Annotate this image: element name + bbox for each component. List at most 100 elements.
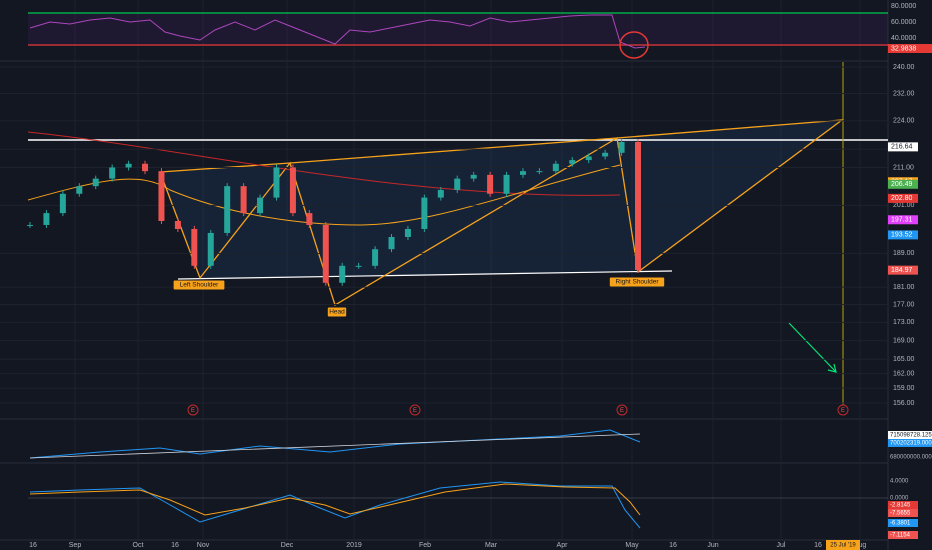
annotation: Right Shoulder (616, 279, 660, 286)
time-label: May (625, 542, 639, 549)
annotation-box (327, 307, 347, 317)
rsi-tick-label: 60.0000 (891, 19, 916, 26)
candle (503, 174, 510, 194)
obv-line (29, 429, 641, 459)
rsi-value-box (888, 44, 932, 53)
obv-ma (29, 433, 641, 459)
macd-label: 4.0000 (890, 479, 909, 485)
ma-mid (27, 164, 621, 226)
candle (355, 265, 362, 267)
price-tick-label: 189.00 (893, 250, 915, 257)
event-label: E (841, 408, 845, 414)
price-label: 197.31 (891, 217, 913, 224)
candle (618, 141, 625, 153)
price-tick-label: 156.00 (893, 400, 915, 407)
candle (322, 224, 329, 283)
price-tick-label: 224.00 (893, 118, 915, 125)
time-label: Feb (419, 542, 431, 549)
price-tick-label: 165.00 (893, 356, 915, 363)
pane-dividers (0, 0, 889, 550)
volume-label: 680000000.0000 (890, 455, 932, 461)
price-tick-label: 201.00 (893, 202, 915, 209)
candle (487, 174, 494, 194)
macd-label: 0.0000 (890, 496, 909, 502)
candle (437, 189, 444, 198)
rsi-band (28, 14, 888, 46)
candle (552, 163, 559, 172)
candle (404, 228, 411, 237)
candle (76, 186, 83, 194)
macd-label-box (888, 509, 918, 517)
price-label: 206.49 (891, 181, 913, 188)
volume-label-box (888, 431, 932, 439)
macd-label: -7.5655 (890, 511, 911, 517)
candle (454, 178, 461, 190)
time-label: 2019 (346, 542, 362, 549)
time-label: 16 (171, 542, 179, 549)
candle (339, 265, 346, 283)
candle (388, 236, 395, 250)
macd-label: -6.3801 (890, 521, 911, 527)
time-label: Aug (854, 542, 867, 549)
rsi-line (29, 14, 646, 49)
candle (174, 220, 181, 229)
cursor-date-box (826, 540, 860, 550)
price-label: 202.80 (891, 195, 913, 202)
time-label: Dec (281, 542, 294, 549)
arrow-head (827, 363, 837, 373)
candle (273, 167, 280, 198)
annotation-box (609, 277, 665, 287)
volume-label: 700202319.0000 (890, 441, 932, 447)
rsi-tick-label: 40.0000 (891, 35, 916, 42)
annotation: Left Shoulder (180, 282, 220, 289)
price-label: 216.64 (891, 144, 913, 151)
time-label: Mar (485, 542, 498, 549)
price-tick-label: 181.00 (893, 284, 915, 291)
candle (602, 152, 609, 157)
time-label: Oct (133, 542, 144, 549)
volume-label: 715098728.1259 (890, 433, 932, 439)
price-tick-label: 240.00 (893, 64, 915, 71)
candle (306, 213, 313, 225)
rsi-value: 32.9838 (891, 45, 916, 52)
highlight-circle (619, 31, 649, 59)
candle (536, 171, 543, 173)
time-label: Apr (557, 542, 569, 549)
macd-line (29, 481, 641, 529)
candle (372, 249, 379, 266)
time-label: Sep (69, 542, 82, 549)
time-label: Jun (707, 542, 718, 549)
pattern-fill (160, 120, 842, 278)
price-tick-label: 173.00 (893, 319, 915, 326)
macd-label-box (888, 531, 918, 539)
event-label: E (413, 408, 417, 414)
volume-label-box (888, 439, 932, 447)
candle (43, 213, 50, 225)
price-tick-label: 177.00 (893, 301, 915, 308)
event-marker (409, 404, 421, 416)
annotation-box (173, 280, 225, 290)
price-label-box (888, 179, 918, 189)
price-label-box (888, 193, 918, 203)
macd-label: -2.8145 (890, 503, 911, 509)
event-marker (837, 404, 849, 416)
arrow (788, 322, 837, 373)
time-label: 16 (814, 542, 822, 549)
candle (191, 228, 198, 266)
event-marker (187, 404, 199, 416)
candle (27, 224, 33, 226)
rsi-tick-label: 80.0000 (891, 3, 916, 10)
candle (257, 197, 264, 214)
candle (92, 178, 99, 187)
neckline (177, 270, 673, 280)
signal-line (29, 483, 641, 516)
time-label: 16 (669, 542, 677, 549)
candle (635, 141, 641, 271)
candle (240, 186, 247, 214)
event-marker (616, 404, 628, 416)
macd-label: -7.1154 (890, 533, 911, 539)
time-label: Nov (197, 542, 210, 549)
candle (569, 160, 576, 164)
macd-label-box (888, 501, 918, 509)
